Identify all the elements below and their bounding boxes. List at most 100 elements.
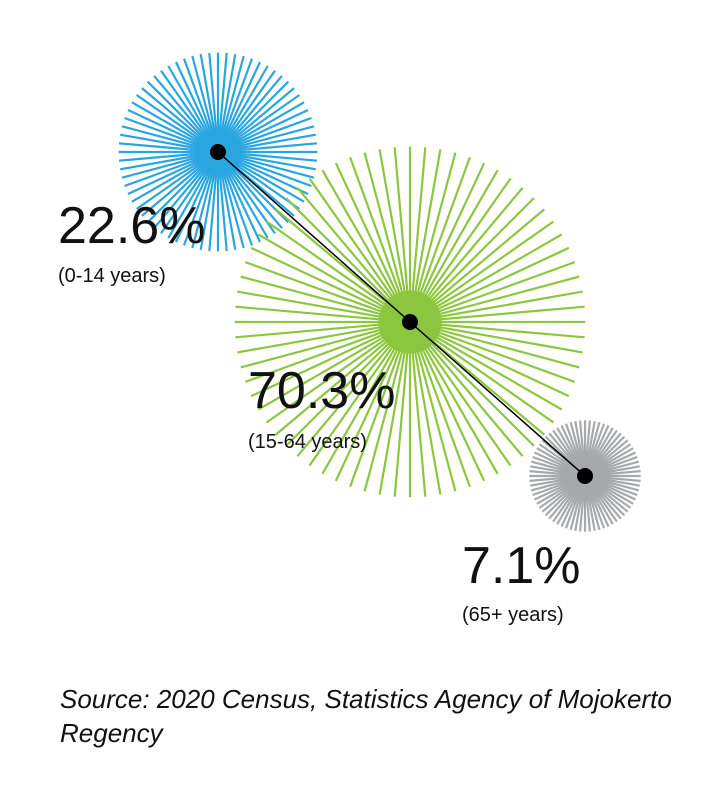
burst-ray xyxy=(135,94,219,153)
burst-ray xyxy=(217,125,315,154)
burst-ray xyxy=(408,149,442,323)
burst-ray xyxy=(217,151,261,243)
burst-ray xyxy=(409,321,524,457)
burst-ray xyxy=(216,55,245,153)
burst-ray xyxy=(409,320,583,354)
burst-ray xyxy=(334,321,411,482)
burst-0-14 xyxy=(118,52,318,252)
burst-ray xyxy=(237,290,411,324)
burst-ray xyxy=(235,305,411,324)
burst-ray xyxy=(308,321,411,467)
center-dot-15-64 xyxy=(402,314,418,330)
burst-ray xyxy=(409,177,512,323)
burst-ray xyxy=(240,320,411,369)
center-dot-0-14 xyxy=(210,144,226,160)
burst-ray xyxy=(141,87,219,153)
burst-ray xyxy=(334,162,411,323)
burst-ray xyxy=(217,151,283,229)
burst-ray xyxy=(217,151,309,195)
burst-ray xyxy=(191,55,220,153)
burst-ray xyxy=(160,151,219,235)
burst-ray xyxy=(217,150,318,162)
burst-ray xyxy=(216,151,245,249)
burst-ray xyxy=(175,151,219,243)
burst-ray xyxy=(124,150,219,188)
burst-ray xyxy=(265,220,411,323)
burst-ray xyxy=(349,156,412,323)
burst-ray xyxy=(120,133,219,154)
burst-ray xyxy=(127,151,219,195)
burst-ray xyxy=(363,152,412,323)
burst-ray xyxy=(409,320,576,383)
burst-ray xyxy=(393,147,412,323)
burst-ray xyxy=(175,61,219,153)
burst-ray xyxy=(275,208,411,323)
burst-ray xyxy=(363,321,412,492)
burst-ray xyxy=(244,320,411,383)
burst-ray xyxy=(217,133,316,154)
burst-ray xyxy=(409,321,570,398)
burst-ray xyxy=(153,75,219,153)
burst-ray xyxy=(182,151,220,246)
value-label-0-14: 22.6% xyxy=(58,197,205,255)
burst-ray xyxy=(217,61,261,153)
burst-ray xyxy=(296,187,411,323)
burst-ray xyxy=(321,321,411,475)
burst-ray xyxy=(250,246,411,323)
burst-ray xyxy=(217,142,318,154)
burst-ray xyxy=(409,320,580,369)
burst-ray xyxy=(409,275,580,324)
burst-ray xyxy=(118,150,219,162)
burst-ray xyxy=(208,52,220,153)
burst-ray xyxy=(409,321,555,424)
burst-ray xyxy=(217,116,312,154)
value-label-65-plus: 7.1% xyxy=(462,537,581,595)
burst-ray xyxy=(409,261,576,324)
burst-ray xyxy=(409,321,499,475)
burst-ray xyxy=(409,320,585,339)
burst-ray xyxy=(120,150,219,171)
burst-ray xyxy=(409,246,570,323)
burst-ray xyxy=(141,151,219,217)
burst-ray xyxy=(217,150,315,179)
burst-ray xyxy=(216,58,254,153)
burst-ray xyxy=(121,125,219,154)
burst-ray xyxy=(409,220,555,323)
burst-ray xyxy=(127,109,219,153)
burst-ray xyxy=(167,151,219,239)
burst-ray xyxy=(409,233,563,323)
burst-ray xyxy=(216,54,237,153)
burst-ray xyxy=(167,65,219,153)
group-label-0-14: (0-14 years) xyxy=(58,265,166,287)
burst-ray xyxy=(199,151,220,250)
burst-ray xyxy=(257,233,411,323)
burst-ray xyxy=(409,169,499,323)
burst-ray xyxy=(409,197,535,323)
burst-ray xyxy=(124,116,219,154)
burst-ray xyxy=(308,177,411,323)
burst-ray xyxy=(265,321,411,424)
burst-ray xyxy=(208,151,220,252)
burst-ray xyxy=(321,169,411,323)
value-label-15-64: 70.3% xyxy=(248,362,395,420)
burst-ray xyxy=(146,80,219,153)
burst-ray xyxy=(408,152,457,323)
group-label-65-plus: (65+ years) xyxy=(462,604,564,626)
burst-ray xyxy=(240,275,411,324)
burst-ray xyxy=(408,156,471,323)
burst-ray xyxy=(584,470,641,478)
burst-ray xyxy=(408,321,427,497)
burst-ray xyxy=(275,321,411,436)
burst-ray xyxy=(393,321,412,497)
burst-ray xyxy=(409,321,486,482)
burst-ray xyxy=(131,151,219,203)
group-label-15-64: (15-64 years) xyxy=(248,431,367,453)
burst-ray xyxy=(409,321,563,411)
burst-ray xyxy=(408,321,442,495)
burst-ray xyxy=(378,149,412,323)
source-note: Source: 2020 Census, Statistics Agency o… xyxy=(60,684,672,748)
burst-ray xyxy=(217,94,301,153)
burst-ray xyxy=(216,151,228,252)
burst-ray xyxy=(285,321,411,447)
